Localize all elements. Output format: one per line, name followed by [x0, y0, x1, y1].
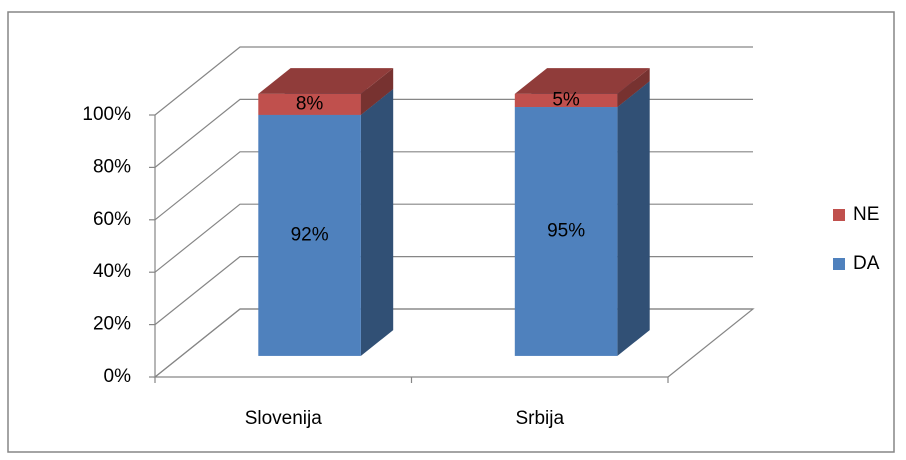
value-label: 8% — [296, 93, 324, 114]
bar-side — [360, 68, 394, 115]
legend-label: NE — [853, 204, 879, 225]
legend-swatch — [833, 209, 845, 221]
value-label: 92% — [291, 224, 329, 245]
bar-top — [258, 68, 394, 94]
y-tick-label: 100% — [82, 104, 131, 125]
bar-side — [617, 81, 650, 356]
y-tick-label: 20% — [93, 314, 131, 335]
y-tick-label: 80% — [93, 156, 131, 177]
bar — [514, 93, 618, 108]
bar — [258, 93, 361, 115]
y-tick-label: 0% — [104, 366, 132, 387]
bar — [258, 114, 361, 356]
y-tick-label: 40% — [93, 261, 131, 282]
grid-line — [154, 46, 753, 116]
x-tick-label: Srbija — [515, 408, 564, 429]
legend-label: DA — [853, 253, 880, 274]
y-tick-label: 60% — [93, 209, 131, 230]
legend-swatch — [833, 258, 845, 270]
bar-top — [514, 68, 650, 94]
value-label: 5% — [552, 89, 580, 110]
bar-side — [360, 89, 394, 356]
bar — [514, 107, 618, 356]
bar-side — [617, 68, 650, 108]
x-tick-label: Slovenija — [245, 408, 323, 429]
chart-border — [7, 11, 895, 453]
value-label: 95% — [547, 220, 585, 241]
